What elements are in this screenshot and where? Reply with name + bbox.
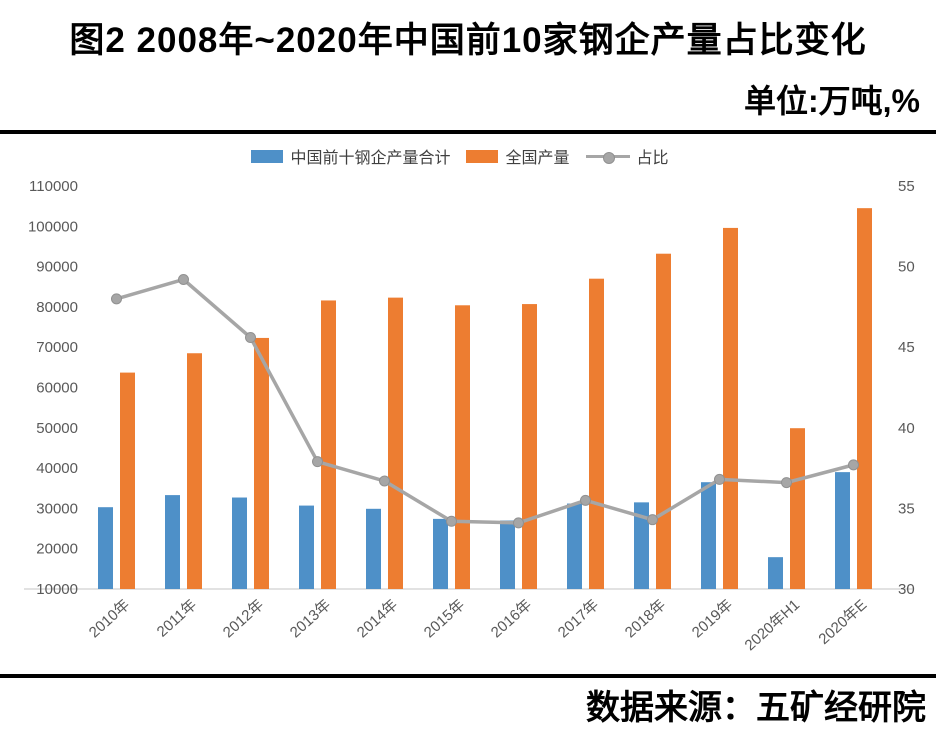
- bar-top10-2010年: [98, 507, 113, 589]
- x-axis-label: 2015年: [421, 596, 468, 641]
- x-axis-label: 2020年H1: [742, 596, 804, 654]
- x-axis-label: 2014年: [354, 596, 401, 641]
- bar-top10-2014年: [366, 508, 381, 589]
- y-axis-left-label: 100000: [28, 218, 78, 235]
- legend-label-share: 占比: [636, 150, 669, 167]
- y-axis-right-label: 40: [898, 420, 915, 437]
- bar-top10-2011年: [165, 495, 180, 589]
- y-axis-left-label: 20000: [36, 541, 78, 558]
- bar-national-2017年: [589, 278, 604, 589]
- share-marker-2017年: [580, 494, 591, 506]
- bar-top10-2020年E: [835, 472, 850, 589]
- y-axis-left-label: 110000: [29, 178, 78, 195]
- share-marker-2014年: [379, 475, 390, 487]
- bar-top10-2019年: [701, 482, 716, 589]
- bar-national-2011年: [187, 353, 202, 589]
- y-axis-left-label: 30000: [36, 500, 78, 517]
- bar-top10-2020年H1: [768, 557, 783, 589]
- share-marker-2020年H1: [781, 477, 792, 489]
- share-marker-2013年: [312, 456, 323, 468]
- bar-top10-2015年: [433, 518, 448, 589]
- y-axis-left-label: 60000: [36, 380, 78, 397]
- share-marker-2011年: [178, 273, 189, 285]
- share-marker-2010年: [111, 293, 122, 305]
- y-axis-left-label: 80000: [36, 299, 78, 316]
- x-axis-label: 2019年: [689, 596, 736, 641]
- legend-label-top10: 中国前十钢企产量合计: [290, 150, 451, 167]
- unit-label: 单位:万吨,%: [743, 83, 920, 119]
- y-axis-right-label: 45: [898, 339, 915, 356]
- share-marker-2015年: [446, 515, 457, 527]
- bar-national-2015年: [455, 305, 470, 589]
- top-divider: [0, 130, 936, 134]
- bar-top10-2016年: [500, 520, 515, 589]
- source-label: 数据来源：五矿经研院: [586, 689, 926, 727]
- bar-national-2013年: [321, 300, 336, 589]
- bar-national-2014年: [388, 297, 403, 589]
- legend-label-national: 全国产量: [505, 150, 570, 167]
- share-line: [116, 277, 854, 525]
- x-axis-label: 2010年: [86, 596, 133, 641]
- share-marker-2012年: [245, 332, 256, 344]
- bar-top10-2013年: [299, 505, 314, 589]
- legend-swatch-top10: [251, 149, 284, 163]
- share-marker-2016年: [513, 517, 524, 529]
- x-axis-label: 2012年: [220, 596, 267, 641]
- y-axis-right-label: 35: [898, 500, 915, 517]
- y-axis-left-label: 70000: [36, 339, 78, 356]
- y-axis-left-label: 90000: [36, 259, 78, 276]
- legend-swatch-national: [466, 149, 499, 163]
- bottom-divider: [0, 674, 936, 678]
- y-axis-right-label: 50: [898, 259, 915, 276]
- share-marker-2018年: [647, 514, 658, 526]
- bar-national-2018年: [656, 253, 671, 589]
- y-axis-left-label: 10000: [36, 581, 78, 598]
- x-axis-label: 2011年: [154, 596, 201, 640]
- share-marker-2020年E: [848, 459, 859, 471]
- chart-title: 图2 2008年~2020年中国前10家钢企产量占比变化: [69, 21, 867, 60]
- bar-top10-2012年: [232, 497, 247, 589]
- y-axis-right-label: 55: [898, 178, 915, 195]
- bar-national-2010年: [120, 372, 135, 589]
- x-axis-label: 2013年: [287, 596, 334, 641]
- chart-svg: 10000 20000 30000 40000 50000 60000 70000 80000…: [24, 178, 915, 654]
- legend-dot-icon: [602, 151, 615, 164]
- bar-national-2019年: [723, 227, 738, 590]
- bar-top10-2017年: [567, 503, 582, 589]
- x-axis-label: 2018年: [622, 596, 669, 641]
- bar-top10-2018年: [634, 502, 649, 589]
- share-marker-2019年: [714, 473, 725, 485]
- legend-line-marker-share: [585, 151, 630, 164]
- legend: 中国前十钢企产量合计 全国产量 占比: [0, 144, 936, 168]
- chart-area: 10000 20000 30000 40000 50000 60000 70000 80000…: [0, 134, 936, 674]
- bar-national-2016年: [522, 304, 537, 589]
- y-axis-left-label: 40000: [36, 460, 78, 477]
- y-axis-right-label: 30: [898, 581, 915, 598]
- bar-national-2020年E: [857, 208, 872, 589]
- bar-national-2012年: [254, 337, 269, 589]
- x-axis-label: 2020年E: [815, 596, 870, 648]
- bar-national-2020年H1: [790, 428, 805, 589]
- x-axis-label: 2016年: [488, 596, 535, 641]
- y-axis-left-label: 50000: [36, 420, 78, 437]
- x-axis-label: 2017年: [555, 596, 602, 641]
